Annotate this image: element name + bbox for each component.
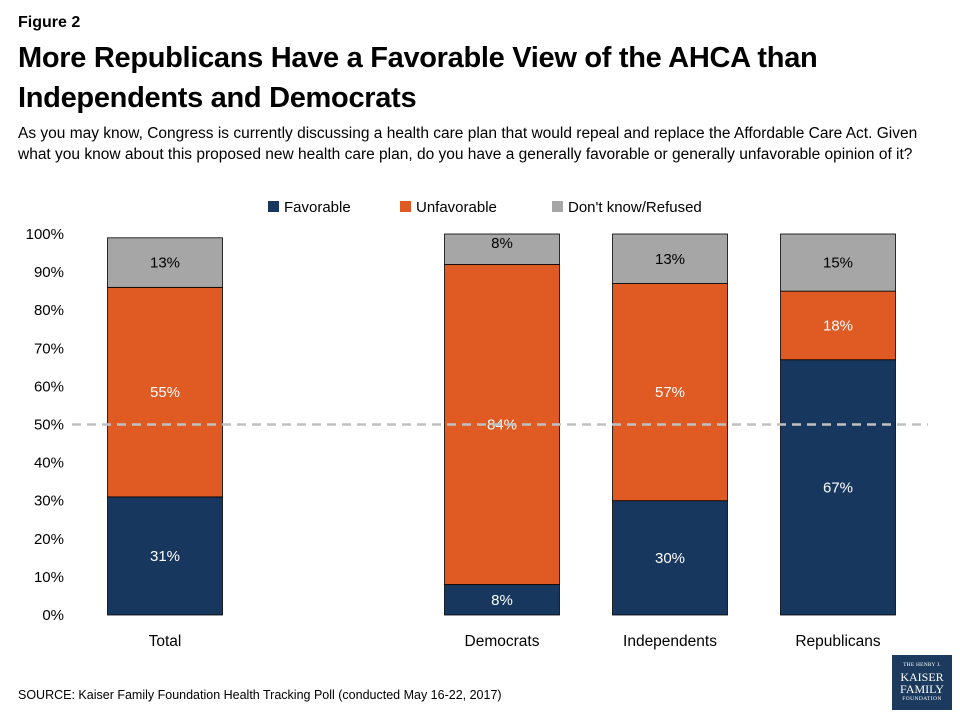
y-tick-label: 100%: [26, 226, 64, 243]
bar-segment: [780, 359, 896, 616]
data-label: 13%: [150, 255, 180, 272]
y-tick-label: 40%: [34, 455, 64, 472]
data-label: 67%: [823, 479, 853, 496]
data-label: 13%: [655, 251, 685, 268]
chart-subtitle: As you may know, Congress is currently d…: [18, 125, 918, 163]
data-label: 55%: [150, 384, 180, 401]
chart-title: More Republicans Have a Favorable View o…: [18, 42, 818, 114]
bar-segment: [107, 237, 223, 288]
y-tick-label: 80%: [34, 302, 64, 319]
y-axis: 0% 10% 20% 30% 40% 50% 60% 70% 80% 90% 100%: [26, 226, 64, 624]
legend-swatch-0: [268, 201, 279, 212]
bar-segment: [612, 283, 728, 502]
y-tick-label: 0%: [42, 607, 64, 624]
bar-segment: [612, 500, 728, 616]
data-label: 30%: [655, 550, 685, 567]
y-tick-label: 70%: [34, 340, 64, 357]
y-tick-label: 20%: [34, 531, 64, 548]
data-label: 8%: [491, 235, 513, 252]
data-label: 15%: [823, 255, 853, 272]
data-label: 8%: [491, 592, 513, 609]
data-label: 18%: [823, 317, 853, 334]
bar-segment: [780, 290, 896, 361]
legend-label-2: Don't know/Refused: [568, 199, 702, 216]
logo-line-1: THE HENRY J.: [903, 662, 941, 668]
x-axis: Total Democrats Independents Republicans: [149, 633, 881, 650]
stacked-bar-chart: Favorable Unfavorable Don't know/Refused 0…: [26, 199, 928, 650]
y-tick-label: 60%: [34, 378, 64, 395]
x-tick-label: Total: [149, 633, 182, 650]
legend-label-1: Unfavorable: [416, 199, 497, 216]
y-tick-label: 30%: [34, 493, 64, 510]
kff-logo: THE HENRY J. KAISER FAMILY FOUNDATION: [892, 655, 952, 710]
bar-segment: [107, 496, 223, 616]
x-tick-label: Republicans: [795, 633, 881, 650]
logo-line-4: FOUNDATION: [902, 695, 942, 702]
y-tick-label: 10%: [34, 569, 64, 586]
data-label: 31%: [150, 548, 180, 565]
legend-swatch-2: [552, 201, 563, 212]
bar-segment: [444, 233, 560, 265]
bar-segment: [107, 286, 223, 498]
x-tick-label: Democrats: [465, 633, 540, 650]
data-label: 57%: [655, 384, 685, 401]
bar-segment: [780, 233, 896, 292]
legend: Favorable Unfavorable Don't know/Refused: [268, 199, 702, 216]
x-tick-label: Independents: [623, 633, 717, 650]
source-note: SOURCE: Kaiser Family Foundation Health …: [18, 688, 502, 702]
y-tick-label: 50%: [34, 417, 64, 434]
y-tick-label: 90%: [34, 264, 64, 281]
data-label: 84%: [487, 417, 517, 434]
logo-line-2: KAISER: [900, 669, 944, 684]
logo-line-3: FAMILY: [900, 681, 944, 696]
legend-swatch-1: [400, 201, 411, 212]
figure-label: Figure 2: [18, 14, 81, 31]
legend-label-0: Favorable: [284, 199, 351, 216]
bar-segment: [612, 233, 728, 284]
